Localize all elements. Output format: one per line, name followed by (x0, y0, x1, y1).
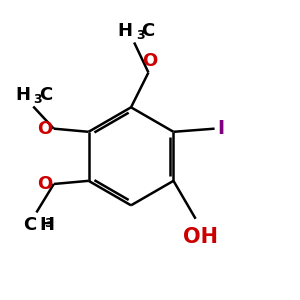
Text: H: H (15, 86, 30, 104)
Text: 3: 3 (136, 28, 144, 41)
Text: I: I (218, 119, 225, 138)
Text: H: H (118, 22, 133, 40)
Text: O: O (142, 52, 157, 70)
Text: H: H (39, 216, 54, 234)
Text: O: O (37, 175, 52, 193)
Text: O: O (37, 120, 52, 138)
Text: 3: 3 (33, 93, 42, 106)
Text: C: C (39, 86, 52, 104)
Text: OH: OH (183, 227, 218, 247)
Text: 3: 3 (44, 217, 52, 230)
Text: C: C (23, 216, 36, 234)
Text: C: C (141, 22, 154, 40)
